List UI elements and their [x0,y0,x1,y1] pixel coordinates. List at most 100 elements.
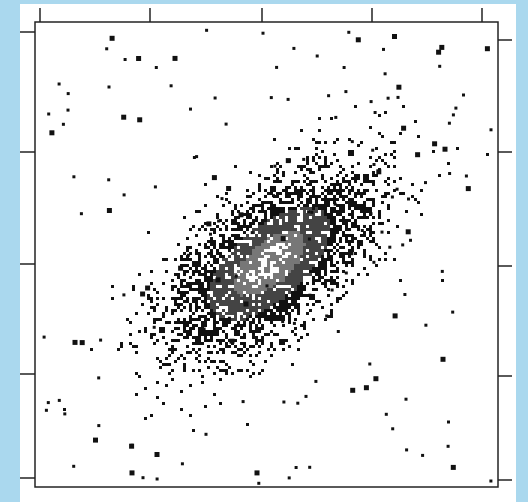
dot [159,318,162,321]
dot [300,201,303,204]
dot [321,276,324,279]
dot [264,234,267,237]
dot [279,231,282,234]
dot [315,279,318,282]
dot [354,252,357,255]
dot [243,285,246,288]
dot [276,291,279,294]
dot [330,261,333,264]
dot [177,357,180,360]
dot [372,174,375,177]
dot [255,303,258,306]
dot [273,164,277,168]
dot [333,198,336,201]
dot [333,216,336,219]
dot [121,114,127,120]
dot [345,228,348,231]
dot [234,291,237,294]
dot [261,294,264,297]
dot [189,252,192,255]
dot [257,481,261,485]
dot [351,213,354,216]
dot [309,252,312,255]
dot [243,261,246,264]
dot [357,162,360,165]
dot [351,246,354,249]
dot [243,351,246,354]
dot [231,294,234,297]
dot [198,264,201,267]
dot [264,237,267,240]
dot [228,366,231,369]
dot [249,309,252,312]
dot [204,276,207,279]
dot [378,216,381,219]
dot [279,198,282,201]
dot [267,309,270,312]
dot [282,171,285,174]
dot [231,318,234,321]
dot [333,186,336,189]
dot [270,165,273,168]
dot [177,288,180,291]
dot [210,237,213,240]
dot [357,243,360,246]
dot [186,330,189,333]
dot [183,285,186,288]
dot [198,354,201,357]
dot [261,369,264,372]
dot [210,252,213,255]
dot [288,288,291,291]
dot [180,333,183,336]
dot [267,243,270,246]
dot [225,192,228,195]
dot [292,321,296,325]
dot [309,255,312,258]
dot [249,345,252,348]
dot [192,273,195,276]
dot [165,357,168,360]
dot [264,252,267,255]
dot [228,201,231,204]
dot [222,321,225,324]
dot [201,300,204,303]
dot [216,213,219,216]
dot [375,159,378,162]
dot [273,231,276,234]
dot [297,192,300,195]
dot [261,303,264,306]
dot [325,314,329,318]
dot [282,210,285,213]
dot [136,56,142,61]
dot [195,288,198,291]
dot [318,165,321,168]
dot [333,153,336,156]
dot [111,285,114,288]
dot [231,312,234,315]
dot [342,255,345,258]
dot [330,237,333,240]
dot [303,210,306,213]
dot [174,321,177,324]
dot [351,204,354,207]
dot [225,264,228,267]
dot [255,228,258,231]
dot [276,300,279,303]
dot [342,66,346,69]
dot [297,288,300,291]
dot [330,234,333,237]
dot [237,324,240,327]
dot [366,237,369,240]
dot [363,174,366,177]
dot [321,258,324,261]
dot [246,228,249,231]
dot [303,273,306,276]
dot [231,213,234,216]
dot [183,279,186,282]
dot [303,294,306,297]
dot [222,243,225,246]
dot [282,306,285,309]
dot [330,255,333,258]
dot [315,204,318,207]
dot [258,255,261,258]
